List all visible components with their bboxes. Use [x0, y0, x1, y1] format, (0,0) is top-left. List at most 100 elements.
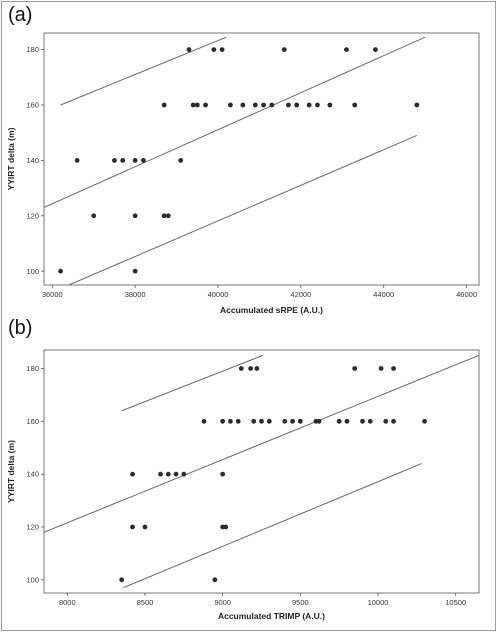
x-tick-label: 9500 [292, 598, 309, 607]
data-point [178, 157, 184, 163]
y-tick-label: 180 [26, 364, 39, 373]
data-point [367, 418, 373, 424]
data-point [141, 157, 146, 163]
data-point [212, 577, 218, 583]
data-point [248, 366, 254, 371]
y-tick-label: 120 [26, 523, 39, 532]
data-point [383, 418, 389, 424]
data-point [161, 213, 167, 219]
x-tick-label: 44000 [373, 290, 394, 299]
data-point [165, 471, 171, 477]
y-tick-label: 120 [26, 211, 39, 220]
data-point [252, 102, 258, 108]
data-point [238, 366, 244, 371]
x-tick-label: 38000 [125, 290, 146, 299]
data-point [336, 418, 342, 424]
data-point [142, 524, 148, 530]
data-point [132, 213, 138, 219]
data-point [282, 418, 288, 424]
lower-line [123, 463, 422, 589]
plot-area [43, 349, 480, 594]
data-point [186, 47, 192, 53]
data-point [290, 418, 295, 424]
data-point [352, 366, 358, 371]
data-point [266, 418, 272, 424]
data-point [422, 418, 428, 424]
data-point [286, 102, 291, 108]
data-point [190, 102, 196, 108]
data-point [391, 366, 396, 371]
x-tick-label: 36000 [42, 290, 63, 299]
data-point [254, 366, 260, 371]
data-point [120, 157, 126, 163]
data-point [91, 213, 97, 219]
data-point [327, 102, 333, 108]
x-tick-label: 8500 [137, 598, 154, 607]
y-tick-label: 100 [26, 267, 39, 276]
data-point [316, 418, 322, 424]
data-point [235, 418, 241, 424]
x-tick-label: 42000 [290, 290, 311, 299]
y-axis-title: YYIRT delta (m) [6, 440, 16, 503]
data-point [269, 102, 275, 108]
data-point [130, 471, 135, 477]
data-point [378, 366, 384, 371]
y-tick-label: 180 [26, 45, 39, 54]
data-point [240, 102, 246, 108]
data-point [130, 524, 135, 530]
x-axis-title: Accumulated TRIMP (A.U.) [218, 611, 325, 621]
x-tick-label: 8000 [59, 598, 76, 607]
data-point [294, 102, 300, 108]
data-point [344, 47, 349, 53]
data-point [74, 157, 80, 163]
data-point [251, 418, 257, 424]
data-point [203, 102, 208, 108]
data-point [306, 102, 312, 108]
y-tick-label: 140 [26, 156, 39, 165]
panel-a: (a) 36000 38000 40000 42000 44000 46000 100 120 1… [6, 4, 480, 315]
data-point [194, 102, 200, 108]
x-tick-label: 10000 [368, 598, 389, 607]
data-point [165, 213, 171, 219]
panel-b: (b) 8000 8500 9000 9500 10000 10500 100 120 140 16… [6, 317, 480, 621]
data-point [352, 102, 358, 108]
data-point [414, 102, 420, 108]
data-point [161, 102, 167, 108]
data-point [132, 157, 138, 163]
data-point [228, 102, 233, 108]
data-point [158, 471, 163, 477]
x-tick-label: 9000 [214, 598, 231, 607]
panel-label: (b) [8, 317, 32, 339]
x-tick-label: 10500 [445, 598, 466, 607]
data-point [360, 418, 365, 424]
y-axis-title: YYIRT delta (m) [6, 127, 16, 190]
data-point [281, 47, 287, 53]
data-point [132, 268, 138, 274]
x-axis-title: Accumulated sRPE (A.U.) [220, 305, 323, 315]
data-point [58, 268, 63, 274]
upper-line [60, 36, 227, 106]
data-point [315, 102, 320, 108]
data-point [211, 47, 217, 53]
data-point [219, 47, 225, 53]
data-point [220, 471, 226, 477]
data-point [223, 524, 229, 530]
data-point [297, 418, 303, 424]
fit-line [44, 354, 479, 533]
data-point [391, 418, 396, 424]
y-tick-label: 140 [26, 470, 39, 479]
data-point [261, 102, 266, 108]
data-point [228, 418, 233, 424]
y-tick-label: 100 [26, 575, 39, 584]
lower-line [68, 135, 418, 285]
plot-area [43, 32, 480, 286]
data-point [259, 418, 264, 424]
x-tick-label: 46000 [456, 290, 477, 299]
data-point [373, 47, 378, 53]
data-point [173, 471, 179, 477]
data-point [344, 418, 350, 424]
data-point [181, 471, 187, 477]
x-tick-label: 40000 [208, 290, 229, 299]
